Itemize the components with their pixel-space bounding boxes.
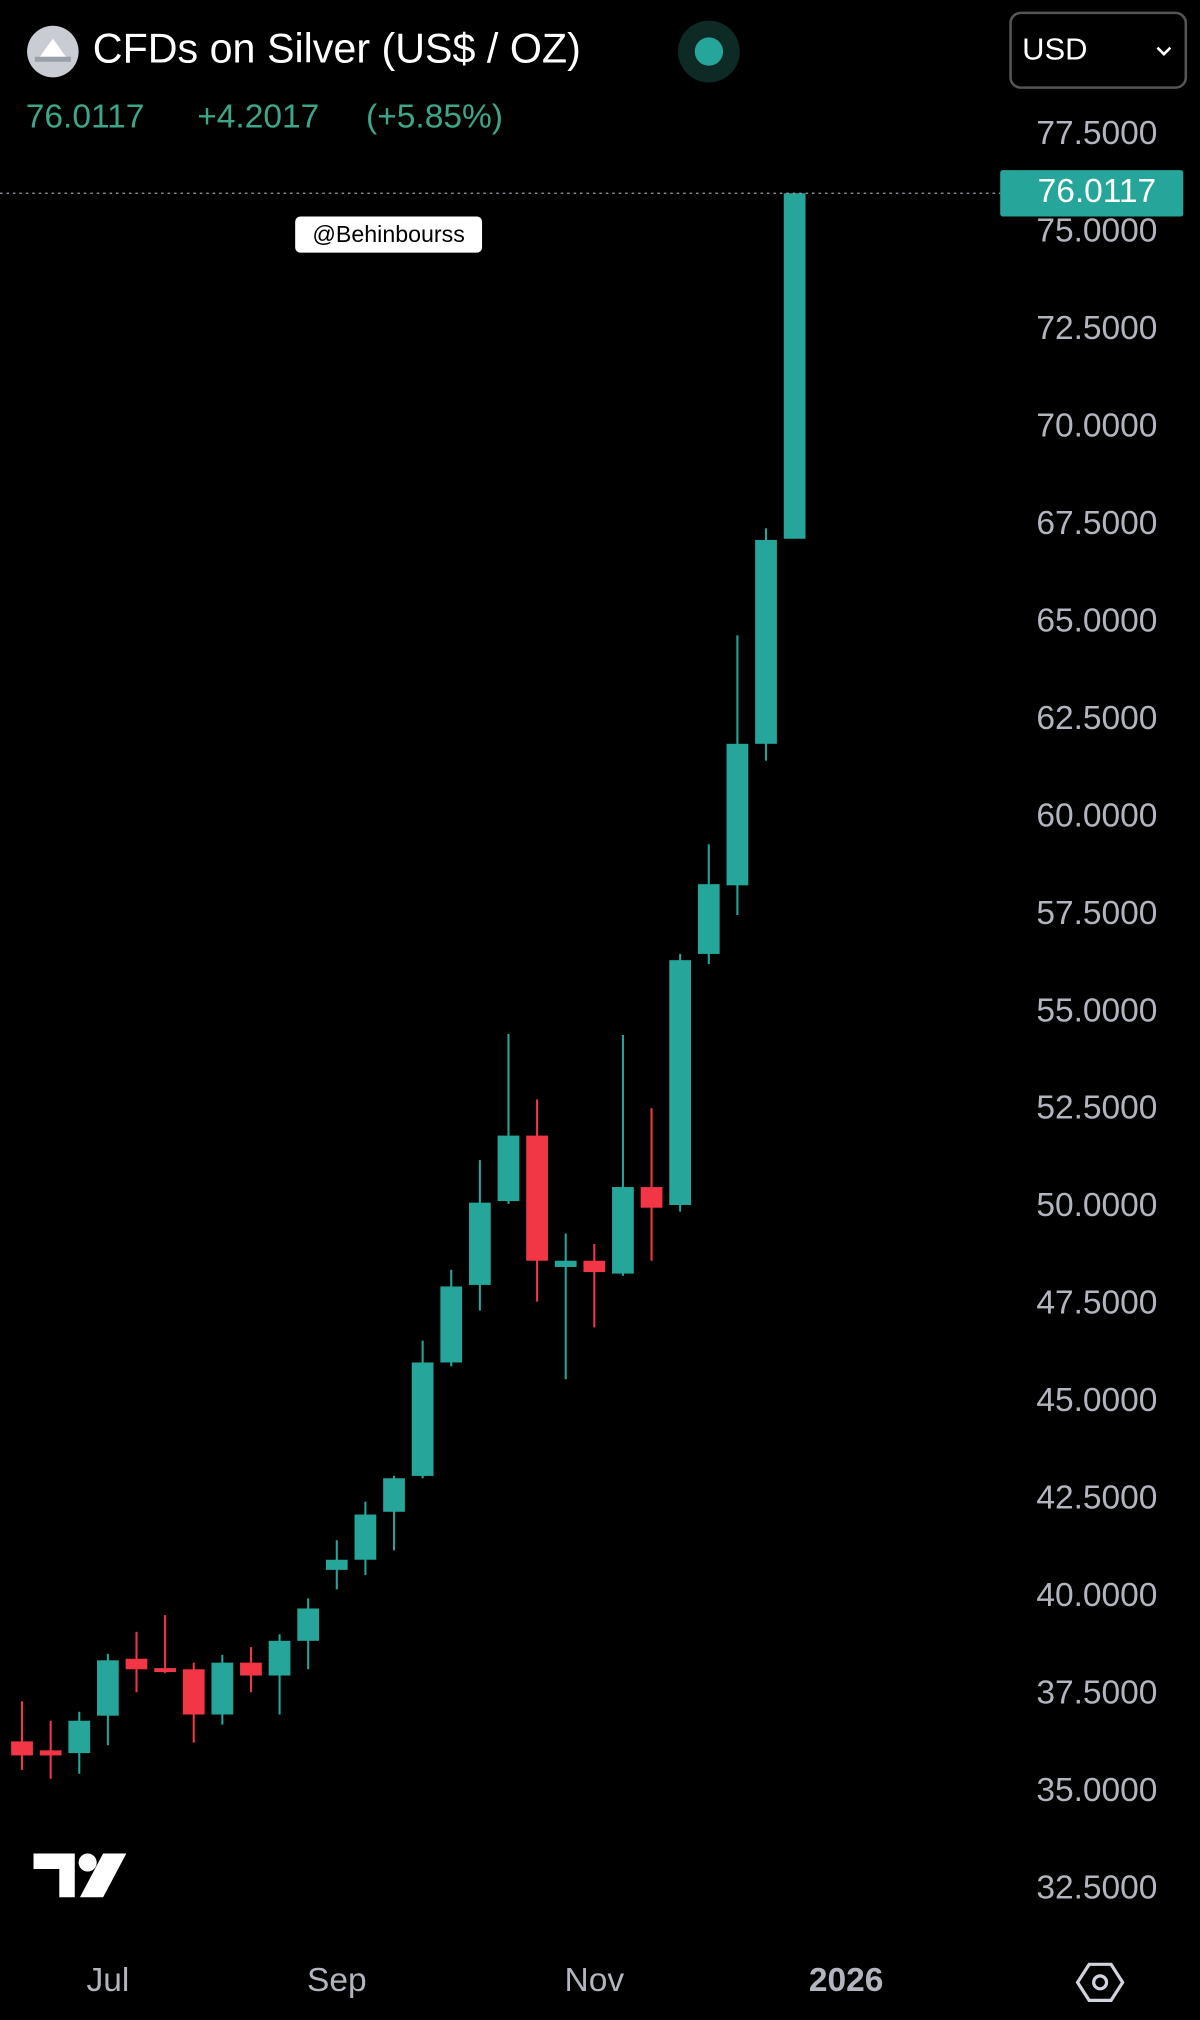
candles	[11, 193, 806, 1779]
candle-body	[11, 1741, 33, 1756]
symbol-icon	[27, 25, 79, 78]
x-tick-label: Nov	[565, 1962, 625, 1999]
y-tick-label: 32.5000	[1036, 1869, 1157, 1906]
candle-body	[211, 1662, 234, 1715]
y-tick-label: 60.0000	[1036, 797, 1157, 834]
last-price-badge-label: 76.0117	[1038, 173, 1157, 210]
y-tick-label: 35.0000	[1036, 1772, 1157, 1809]
candle-body	[669, 960, 692, 1205]
y-tick-label: 65.0000	[1036, 602, 1157, 639]
status-dot	[694, 37, 724, 66]
candle-body	[97, 1660, 119, 1716]
candle-body	[383, 1478, 405, 1512]
candle-body	[411, 1362, 434, 1476]
y-tick-label: 50.0000	[1036, 1187, 1157, 1224]
y-tick-label: 57.5000	[1036, 895, 1157, 932]
candle-body	[68, 1720, 91, 1754]
candle-body	[612, 1187, 634, 1274]
currency-dropdown[interactable]: USD	[1009, 11, 1188, 89]
candle-body	[640, 1187, 663, 1208]
x-tick-label: Jul	[86, 1962, 129, 1999]
last-price: 76.0117	[26, 98, 145, 135]
x-tick-label: Sep	[307, 1962, 367, 1999]
candle-body	[125, 1658, 148, 1670]
watermark-text: @Behinbourss	[312, 221, 464, 247]
y-tick-label: 77.5000	[1036, 115, 1157, 152]
candle-body	[697, 884, 720, 954]
y-tick-label: 37.5000	[1036, 1674, 1157, 1711]
y-tick-label: 52.5000	[1036, 1090, 1157, 1127]
y-tick-label: 42.5000	[1036, 1480, 1157, 1517]
y-tick-label: 72.5000	[1036, 310, 1157, 347]
last-price-badge	[1000, 170, 1184, 217]
candle-body	[554, 1260, 577, 1267]
candle-body	[755, 539, 777, 744]
candle-body	[583, 1260, 606, 1273]
watermark: @Behinbourss	[295, 216, 483, 253]
y-tick-label: 70.0000	[1036, 408, 1157, 445]
y-tick-label: 75.0000	[1036, 213, 1157, 250]
candle-body	[783, 193, 806, 539]
currency-label: USD	[1022, 32, 1087, 67]
candle-body	[182, 1669, 205, 1715]
candle-body	[354, 1514, 377, 1560]
candle-body	[526, 1135, 548, 1261]
candle-body	[240, 1662, 262, 1676]
y-tick-label: 40.0000	[1036, 1577, 1157, 1614]
tradingview-logo	[33, 1853, 127, 1898]
y-tick-label: 55.0000	[1036, 992, 1157, 1029]
price-change-pct: (+5.85%)	[366, 98, 503, 135]
candle-body	[468, 1202, 491, 1285]
candle-body	[154, 1668, 176, 1673]
y-tick-label: 47.5000	[1036, 1285, 1157, 1322]
candle-body	[39, 1750, 62, 1756]
candle-body	[440, 1286, 463, 1363]
candle-body	[726, 743, 749, 886]
candle-body	[297, 1608, 320, 1641]
candle-body	[268, 1640, 291, 1676]
settings-button[interactable]	[1075, 1962, 1125, 2003]
price-change: +4.2017	[197, 98, 319, 135]
x-tick-label: 2026	[809, 1962, 884, 1999]
candle-body	[497, 1135, 520, 1202]
candle-body	[325, 1559, 348, 1570]
y-tick-label: 45.0000	[1036, 1382, 1157, 1419]
y-tick-label: 62.5000	[1036, 700, 1157, 737]
chart-title: CFDs on Silver (US$ / OZ)	[93, 25, 581, 71]
y-tick-label: 67.5000	[1036, 505, 1157, 542]
